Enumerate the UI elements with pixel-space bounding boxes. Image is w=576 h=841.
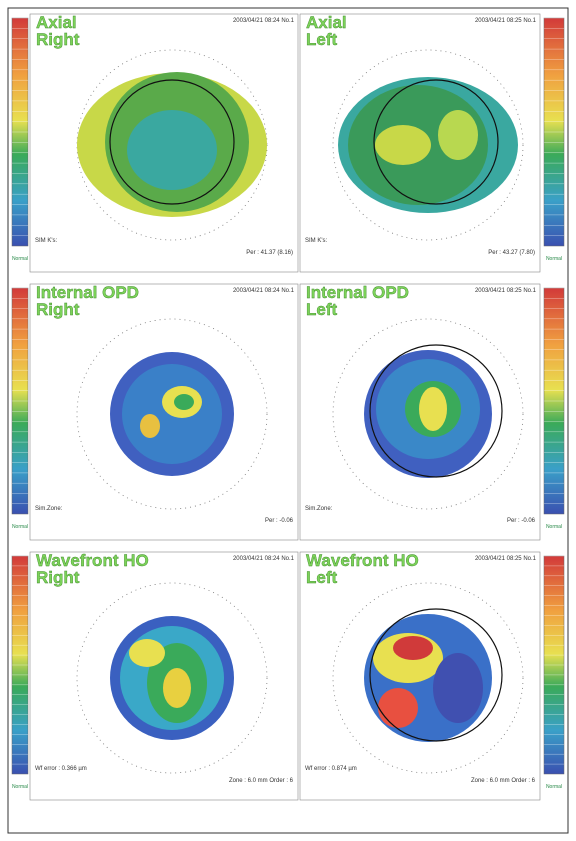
scale-label: Normal [12,784,28,790]
note: SIM K's: [305,238,327,244]
note: Per : 41.37 (8.16) [246,250,293,256]
map-region [433,653,483,723]
panel-side: Left [306,568,338,587]
timestamp: 2003/04/21 08:25 No.1 [475,288,537,294]
panel-side: Right [36,30,80,49]
scale-label: Normal [12,256,28,262]
panel-side: Right [36,300,80,319]
timestamp: 2003/04/21 08:25 No.1 [475,18,537,24]
figure: NormalNormalNormalNormalNormalNormalAxia… [0,0,576,841]
note: Sim.Zone: [305,506,333,512]
timestamp: 2003/04/21 08:24 No.1 [233,18,295,24]
note: Sim.Zone: [35,506,63,512]
map-region [127,110,217,190]
map-region [174,394,194,410]
scale-label: Normal [546,524,562,530]
note: Per : -0.06 [265,518,294,524]
timestamp: 2003/04/21 08:25 No.1 [475,556,537,562]
map-region [419,387,447,431]
note: SIM K's: [35,238,57,244]
timestamp: 2003/04/21 08:24 No.1 [233,288,295,294]
panel-side: Right [36,568,80,587]
map-region [140,414,160,438]
scale-label: Normal [12,524,28,530]
timestamp: 2003/04/21 08:24 No.1 [233,556,295,562]
note: Zone : 6.0 mm Order : 6 [471,778,536,784]
scale-label: Normal [546,784,562,790]
map-region [129,639,165,667]
map-region [438,110,478,160]
map-region [393,636,433,660]
note: Per : 43.27 (7.80) [488,250,535,256]
note: Zone : 6.0 mm Order : 6 [229,778,294,784]
scale-label: Normal [546,256,562,262]
note: Wf error : 0.874 µm [305,766,357,772]
panel-side: Left [306,30,338,49]
panel-side: Left [306,300,338,319]
map-region [163,668,191,708]
note: Per : -0.06 [507,518,536,524]
map-region [375,125,431,165]
note: Wf error : 0.366 µm [35,766,87,772]
map-region [378,688,418,728]
